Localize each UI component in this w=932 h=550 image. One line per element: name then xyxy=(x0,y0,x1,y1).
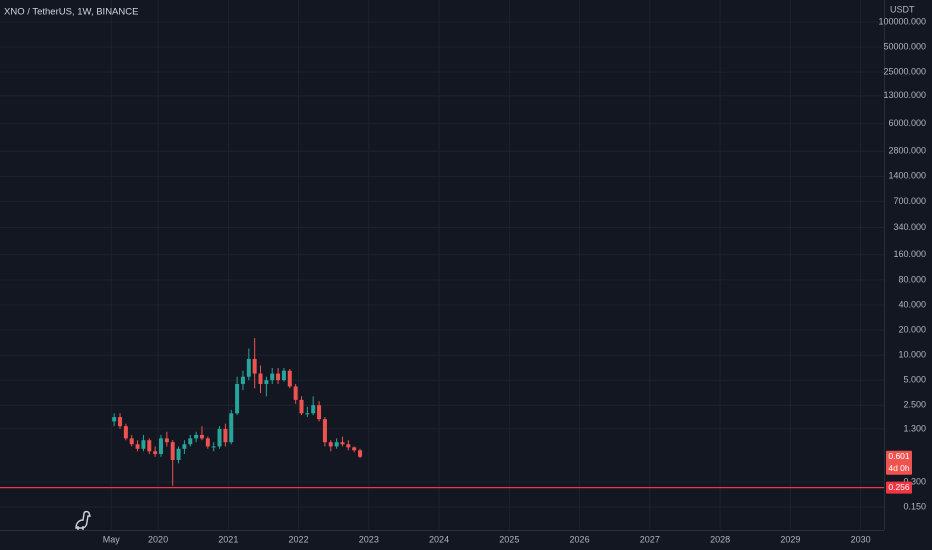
candle-body xyxy=(281,370,286,381)
candle-body xyxy=(305,413,310,415)
y-tick-label: 50000.000 xyxy=(883,41,926,51)
y-tick-label: 2.500 xyxy=(903,400,926,410)
candle-body xyxy=(334,442,339,447)
candle-body xyxy=(188,438,193,445)
candle-body xyxy=(311,405,316,414)
y-tick-label: 700.000 xyxy=(893,196,926,206)
candle-body xyxy=(217,428,222,447)
y-tick-label: 40.000 xyxy=(898,299,926,309)
x-tick-label: 2027 xyxy=(640,534,660,544)
candle-body xyxy=(118,417,123,427)
candle-body xyxy=(199,434,204,439)
x-tick-label: 2024 xyxy=(429,534,449,544)
candle-body xyxy=(235,383,240,414)
tradingview-logo xyxy=(75,510,91,530)
axes: 0.150 0.300 1.300 2.500 5.000 10.000 20.000 40.… xyxy=(103,16,926,544)
hline-label: 0.256 xyxy=(888,482,910,492)
candle-body xyxy=(123,426,128,439)
candle-body xyxy=(276,373,281,381)
last-price-label: 0.601 xyxy=(888,451,910,461)
candle-body xyxy=(264,380,269,384)
y-tick-label: 0.300 xyxy=(903,476,926,486)
candle-body xyxy=(129,438,134,445)
candle-body xyxy=(252,358,257,374)
candle-body xyxy=(223,428,228,443)
x-tick-label: 2025 xyxy=(499,534,519,544)
candle-body xyxy=(135,444,140,449)
candle-body xyxy=(211,446,216,448)
chart-title: XNO / TetherUS, 1W, BINANCE xyxy=(4,7,138,18)
candle-body xyxy=(158,438,163,454)
candle-body xyxy=(170,442,175,460)
candle-body xyxy=(287,370,292,387)
x-tick-label: 2026 xyxy=(570,534,590,544)
y-tick-label: 5.000 xyxy=(903,375,926,385)
candle-body xyxy=(176,448,181,460)
grid xyxy=(0,0,884,530)
y-tick-label: 20.000 xyxy=(898,324,926,334)
candle-body xyxy=(246,358,251,377)
candle-body xyxy=(299,399,304,414)
y-tick-label: 1.300 xyxy=(903,423,926,433)
candle-body xyxy=(112,417,117,422)
candles xyxy=(0,338,884,489)
y-tick-label: 2800.000 xyxy=(888,146,926,156)
candle-body xyxy=(352,447,357,451)
x-tick-label: 2023 xyxy=(359,534,379,544)
x-tick-label: 2028 xyxy=(710,534,730,544)
candle-body xyxy=(322,419,327,443)
y-tick-label: 100000.000 xyxy=(878,16,926,26)
y-tick-label: 13000.000 xyxy=(883,90,926,100)
candle-body xyxy=(153,451,158,454)
y-tick-label: 340.000 xyxy=(893,222,926,232)
candle-body xyxy=(147,440,152,452)
candle-body xyxy=(258,373,263,384)
countdown-label: 4d 0h xyxy=(888,463,910,473)
candle-body xyxy=(205,438,210,447)
candle-body xyxy=(328,442,333,447)
candle-body xyxy=(164,438,169,443)
candle-body xyxy=(240,376,245,384)
candle-body xyxy=(317,405,322,420)
y-unit: USDT xyxy=(890,4,915,14)
y-tick-label: 25000.000 xyxy=(883,66,926,76)
y-tick-label: 6000.000 xyxy=(888,118,926,128)
y-tick-label: 0.150 xyxy=(903,501,926,511)
candle-body xyxy=(141,440,146,449)
candle-body xyxy=(194,434,199,439)
x-tick-label: 2020 xyxy=(148,534,168,544)
candle-body xyxy=(270,373,275,381)
candle-body xyxy=(229,413,234,443)
candle-body xyxy=(358,450,363,457)
candle-body xyxy=(182,444,187,449)
x-tick-label: 2029 xyxy=(780,534,800,544)
x-tick-label: May xyxy=(103,534,121,544)
x-tick-label: 2030 xyxy=(851,534,871,544)
hline-label-box xyxy=(886,481,912,494)
candle-body xyxy=(340,442,345,445)
candle-body xyxy=(346,444,351,448)
last-price-box xyxy=(886,450,912,475)
candle-body xyxy=(293,386,298,400)
x-tick-label: 2022 xyxy=(289,534,309,544)
x-tick-label: 2021 xyxy=(218,534,238,544)
y-tick-label: 1400.000 xyxy=(888,171,926,181)
y-tick-label: 80.000 xyxy=(898,274,926,284)
y-tick-label: 10.000 xyxy=(898,349,926,359)
y-tick-label: 160.000 xyxy=(893,249,926,259)
